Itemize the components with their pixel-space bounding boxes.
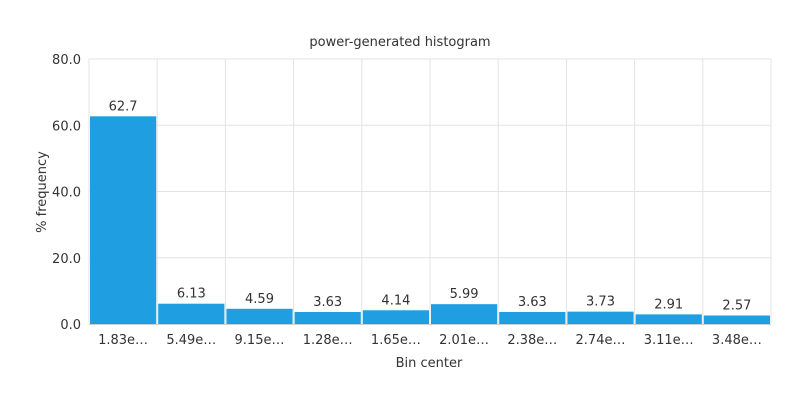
data-label: 3.63	[313, 295, 342, 310]
bar	[90, 116, 157, 325]
x-axis-title: Bin center	[396, 356, 463, 371]
data-labels-layer: 62.7 6.13 4.59 3.63 4.14 5.99 3.63 3.73 2.91 2.57	[109, 99, 752, 313]
data-label: 6.13	[177, 287, 206, 302]
data-label: 2.91	[654, 297, 683, 312]
bar	[635, 314, 702, 324]
x-tick-label: 1.65e…	[371, 333, 421, 348]
data-label: 3.73	[586, 295, 615, 310]
bar	[294, 311, 361, 324]
data-label: 3.63	[518, 295, 547, 310]
bar	[703, 315, 770, 324]
x-tick-label: 9.15e…	[235, 333, 285, 348]
y-tick-label: 0.0	[60, 318, 81, 333]
data-label: 2.57	[722, 298, 751, 313]
bar	[226, 308, 293, 324]
bar	[431, 304, 498, 324]
x-tick-label: 1.28e…	[303, 333, 353, 348]
y-tick-label: 40.0	[52, 186, 81, 201]
y-tick-label: 80.0	[52, 53, 81, 68]
bar	[567, 311, 634, 324]
y-tick-label: 60.0	[52, 119, 81, 134]
x-tick-label: 3.48e…	[712, 333, 762, 348]
bar	[158, 303, 225, 324]
x-tick-label: 2.01e…	[439, 333, 489, 348]
y-axis-ticks: 0.0 20.0 40.0 60.0 80.0	[52, 53, 81, 333]
data-label: 62.7	[109, 99, 138, 114]
x-tick-label: 1.83e…	[98, 333, 148, 348]
x-axis-ticks: 1.83e… 5.49e… 9.15e… 1.28e… 1.65e… 2.01e… 2.38…	[98, 333, 762, 348]
grid-layer	[88, 58, 772, 324]
bar	[499, 311, 566, 324]
y-tick-label: 20.0	[52, 252, 81, 267]
data-label: 4.59	[245, 292, 274, 307]
bar	[362, 310, 429, 324]
x-tick-label: 2.38e…	[507, 333, 557, 348]
bars-layer	[90, 116, 770, 325]
x-tick-label: 5.49e…	[166, 333, 216, 348]
chart-title: power-generated histogram	[309, 35, 490, 50]
y-axis-title: % frequency	[35, 151, 50, 233]
x-tick-label: 3.11e…	[644, 333, 694, 348]
x-tick-label: 2.74e…	[576, 333, 626, 348]
data-label: 4.14	[381, 293, 410, 308]
data-label: 5.99	[450, 287, 479, 302]
